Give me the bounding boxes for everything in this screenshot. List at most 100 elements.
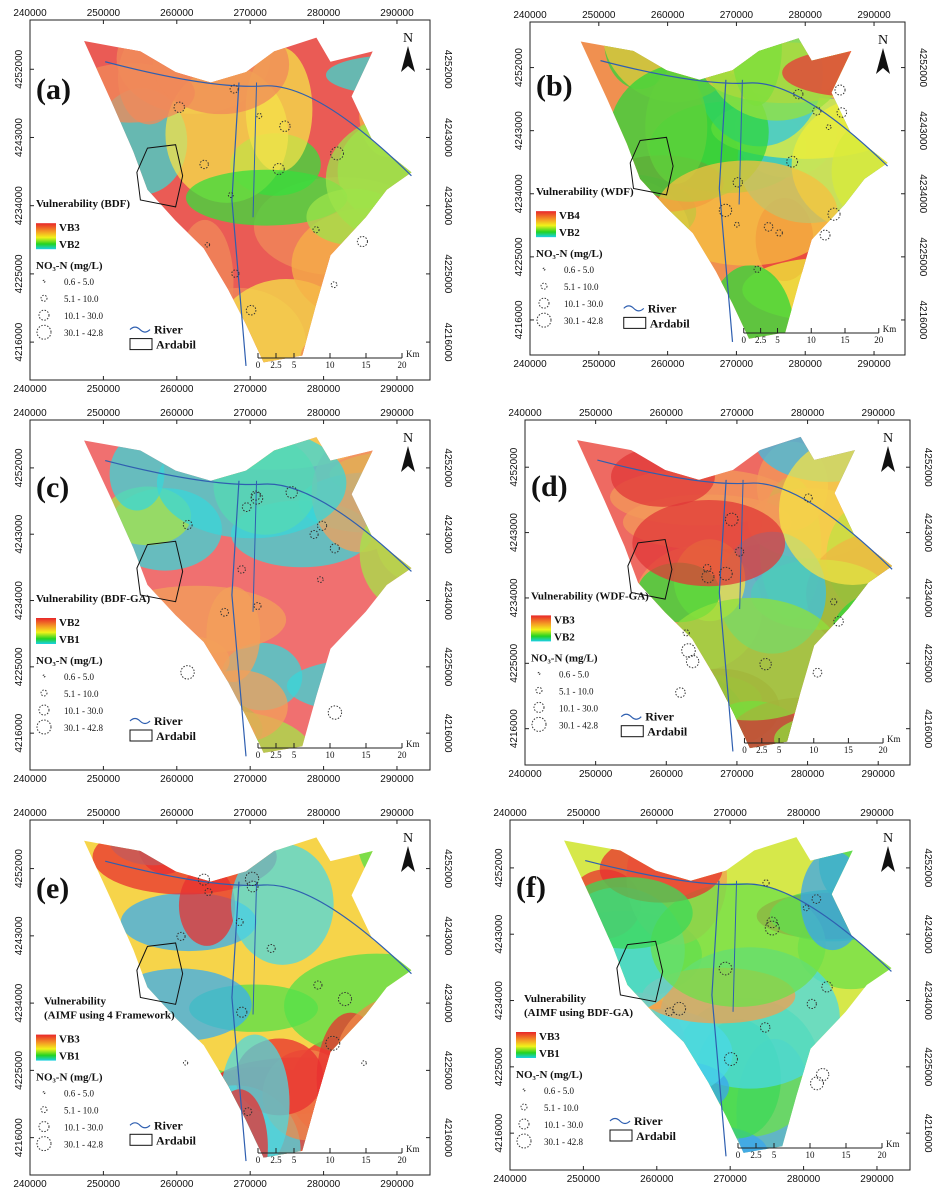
x-tick-label: 260000 (160, 774, 194, 785)
y-tick-label: 4216000 (917, 300, 928, 339)
scale-label: 2.5 (750, 1150, 762, 1160)
legend-ramp (36, 618, 56, 644)
x-tick-label: 260000 (650, 408, 684, 419)
scale-unit: Km (406, 349, 420, 359)
nitrate-class: 10.1 - 30.0 (544, 1120, 583, 1130)
y-tick-label: 4234000 (14, 186, 25, 225)
legend-title: Vulnerability (WDF-GA) (531, 590, 649, 602)
y-tick-label: 4252000 (442, 849, 453, 888)
y-tick-label: 4234000 (917, 174, 928, 213)
x-tick-label: 260000 (650, 769, 684, 780)
scale-unit: Km (406, 739, 420, 749)
x-tick-label: 280000 (787, 808, 821, 819)
legend-title: Vulnerability (BDF-GA) (36, 593, 151, 605)
scale-label: 5 (292, 750, 297, 760)
x-tick-label: 290000 (860, 1174, 894, 1185)
x-tick-label: 250000 (87, 384, 121, 395)
panel-label: (b) (536, 69, 573, 102)
scale-label: 5 (772, 1150, 777, 1160)
legend-class: VB1 (539, 1048, 560, 1060)
scale-label: 0 (256, 1155, 261, 1165)
nitrate-class: 10.1 - 30.0 (64, 1123, 103, 1133)
river-label: River (154, 323, 183, 337)
north-label: N (403, 831, 413, 846)
north-label: N (883, 431, 893, 446)
y-tick-label: 4252000 (917, 48, 928, 87)
nitrate-class: 10.1 - 30.0 (64, 706, 103, 716)
x-tick-label: 290000 (857, 10, 891, 21)
nitrate-class: 0.6 - 5.0 (559, 669, 589, 679)
nitrate-class: 30.1 - 42.8 (64, 1140, 103, 1150)
y-tick-label: 4234000 (442, 984, 453, 1023)
y-tick-label: 4252000 (509, 447, 520, 486)
nitrate-class: 30.1 - 42.8 (64, 723, 103, 733)
scale-label: 0 (256, 360, 261, 370)
y-tick-label: 4252000 (922, 448, 933, 487)
scale-label: 15 (362, 1155, 372, 1165)
map-panel: 2400002400002500002500002600002600002700… (13, 3, 499, 407)
nitrate-class: 5.1 - 10.0 (564, 282, 599, 292)
legend-class: VB3 (59, 1034, 80, 1046)
legend-class: VB2 (559, 227, 580, 239)
x-tick-label: 270000 (720, 408, 754, 419)
scale-label: 10 (806, 1150, 816, 1160)
x-tick-label: 240000 (508, 408, 542, 419)
nitrate-class: 10.1 - 30.0 (559, 703, 598, 713)
x-tick-label: 250000 (567, 1174, 601, 1185)
legend-class: VB1 (59, 634, 80, 646)
x-tick-label: 280000 (307, 1179, 341, 1190)
legend-title: Vulnerability (524, 993, 586, 1005)
x-tick-label: 260000 (160, 8, 194, 19)
y-tick-label: 4234000 (509, 578, 520, 617)
nitrate-title: NO₃-N (mg/L) (536, 248, 603, 260)
x-tick-label: 260000 (160, 808, 194, 819)
y-tick-label: 4243000 (442, 916, 453, 955)
scale-label: 15 (841, 335, 851, 345)
x-tick-label: 270000 (233, 774, 267, 785)
scale-label: 10 (326, 1155, 336, 1165)
north-label: N (403, 31, 413, 46)
y-tick-label: 4252000 (442, 50, 453, 89)
x-tick-label: 290000 (380, 808, 414, 819)
x-tick-label: 260000 (651, 359, 685, 370)
x-tick-label: 290000 (862, 408, 896, 419)
river-label: River (154, 1118, 183, 1132)
x-tick-label: 290000 (380, 774, 414, 785)
scale-label: 5 (292, 360, 297, 370)
scale-label: 0 (742, 335, 747, 345)
x-tick-label: 260000 (160, 384, 194, 395)
y-tick-label: 4225000 (442, 647, 453, 686)
scale-label: 20 (398, 1155, 408, 1165)
north-label: N (403, 431, 413, 446)
river-label: River (634, 1114, 663, 1128)
scale-label: 0 (736, 1150, 741, 1160)
x-tick-label: 290000 (380, 1179, 414, 1190)
nitrate-class: 0.6 - 5.0 (64, 1089, 94, 1099)
y-tick-label: 4225000 (917, 237, 928, 276)
y-tick-label: 4243000 (442, 118, 453, 157)
x-tick-label: 240000 (513, 10, 547, 21)
x-tick-label: 250000 (87, 774, 121, 785)
city-label: Ardabil (156, 338, 197, 352)
scale-label: 10 (809, 745, 819, 755)
legend-title: (AIMF using 4 Framework) (44, 1010, 175, 1022)
x-tick-label: 290000 (857, 359, 891, 370)
scale-label: 2.5 (756, 745, 768, 755)
scale-label: 15 (362, 360, 372, 370)
y-tick-label: 4243000 (922, 915, 933, 954)
y-tick-label: 4216000 (14, 322, 25, 361)
scale-label: 20 (398, 750, 408, 760)
x-tick-label: 270000 (720, 769, 754, 780)
nitrate-class: 0.6 - 5.0 (64, 672, 94, 682)
river-label: River (645, 710, 674, 724)
legend-ramp (516, 1032, 536, 1058)
y-tick-label: 4225000 (14, 647, 25, 686)
scale-label: 20 (874, 335, 884, 345)
x-tick-label: 280000 (791, 408, 825, 419)
y-tick-label: 4225000 (922, 644, 933, 683)
scale-label: 5 (292, 1155, 297, 1165)
x-tick-label: 240000 (513, 359, 547, 370)
scale-label: 20 (878, 1150, 888, 1160)
legend-class: VB3 (554, 614, 575, 626)
y-tick-label: 4243000 (442, 515, 453, 554)
